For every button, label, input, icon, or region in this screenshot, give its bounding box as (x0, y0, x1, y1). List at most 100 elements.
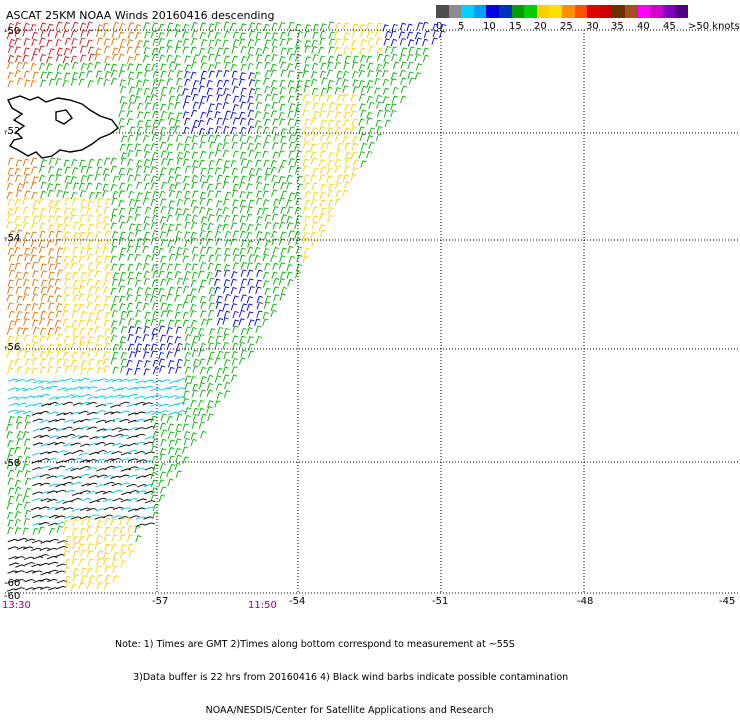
wind-barb (128, 190, 135, 199)
wind-barb (55, 418, 66, 422)
wind-barb (118, 46, 125, 54)
wind-barb (311, 39, 318, 48)
wind-barb (110, 222, 117, 230)
wind-barb (222, 366, 229, 374)
wind-barb (240, 166, 247, 174)
wind-barb (295, 150, 303, 158)
wind-barb (262, 190, 269, 198)
wind-barb (310, 174, 317, 183)
wind-barb (88, 269, 95, 277)
wind-barb (239, 230, 247, 239)
wind-barb (160, 110, 168, 119)
wind-barb (335, 190, 342, 198)
wind-barb (375, 94, 382, 103)
wind-barb (120, 247, 127, 255)
wind-barb (15, 278, 22, 286)
wind-barb (174, 263, 181, 271)
wind-barb (16, 61, 23, 70)
wind-barb (95, 205, 102, 213)
wind-barb (144, 69, 151, 78)
wind-barb (128, 198, 136, 207)
wind-barb (15, 387, 27, 392)
wind-barb (38, 515, 50, 519)
wind-barb (230, 303, 238, 311)
wind-barb (136, 287, 143, 295)
wind-barb (142, 460, 154, 464)
wind-barb (159, 448, 167, 456)
wind-barb (191, 246, 199, 254)
wind-barb (40, 190, 47, 199)
wind-barb (119, 410, 130, 414)
wind-barb (55, 489, 67, 494)
wind-barb (406, 31, 414, 39)
wind-barb (96, 24, 104, 32)
wind-barb (359, 47, 366, 55)
wind-barb (390, 103, 397, 111)
wind-barb (55, 570, 66, 574)
wind-barb (206, 389, 213, 398)
wind-barb (46, 71, 53, 79)
legend-label: 40 (637, 21, 650, 32)
wind-barb (71, 527, 79, 536)
wind-barb (143, 326, 150, 334)
wind-barb (118, 190, 125, 198)
wind-barb (119, 336, 127, 344)
wind-barb (327, 199, 335, 208)
wind-barb (319, 37, 326, 45)
wind-barb (126, 39, 134, 47)
wind-barb (247, 95, 254, 104)
wind-barb (64, 489, 76, 494)
wind-barb (343, 181, 351, 189)
wind-barb (47, 295, 54, 303)
wind-barb (215, 335, 222, 343)
wind-barb (135, 80, 143, 88)
wind-barb (32, 386, 44, 390)
wind-barb (7, 477, 14, 486)
wind-barb (112, 465, 123, 470)
wind-barb (111, 489, 123, 494)
wind-barb (190, 303, 197, 312)
wind-barb (143, 223, 150, 231)
wind-barb (118, 173, 125, 181)
wind-barb (367, 37, 374, 45)
wind-barb (78, 319, 85, 327)
wind-barb (95, 388, 106, 392)
wind-barb (304, 118, 311, 126)
wind-barb (144, 311, 151, 319)
wind-barb (153, 206, 160, 214)
wind-barb (206, 271, 213, 280)
wind-barb (95, 526, 102, 534)
wind-barb (104, 295, 111, 304)
wind-barb (342, 189, 349, 198)
wind-barb (48, 396, 60, 400)
wind-barb (215, 190, 222, 198)
wind-barb (376, 125, 383, 134)
wind-barb (134, 253, 141, 262)
wind-barb (238, 309, 246, 318)
wind-barb (135, 401, 146, 406)
wind-barb (335, 149, 342, 157)
wind-barb (120, 507, 131, 511)
wind-barb (326, 69, 334, 77)
wind-barb (160, 278, 167, 287)
wind-barb (191, 37, 198, 46)
wind-barb (222, 206, 229, 215)
wind-barb (38, 255, 45, 263)
wind-barb (134, 467, 145, 471)
wind-barb (256, 269, 263, 277)
wind-barb (182, 311, 189, 320)
wind-barb (118, 263, 125, 271)
wind-barb (30, 157, 37, 165)
wind-barb (175, 94, 183, 102)
wind-barb (160, 167, 167, 175)
wind-barb (79, 54, 87, 62)
wind-barb (7, 527, 14, 535)
wind-barb (168, 447, 175, 455)
wind-barb (112, 442, 123, 447)
wind-barb (56, 247, 64, 255)
wind-barb (144, 125, 152, 133)
wind-barb (311, 221, 319, 230)
wind-barb (79, 473, 90, 478)
wind-barb (240, 294, 247, 302)
wind-barb (144, 182, 151, 190)
